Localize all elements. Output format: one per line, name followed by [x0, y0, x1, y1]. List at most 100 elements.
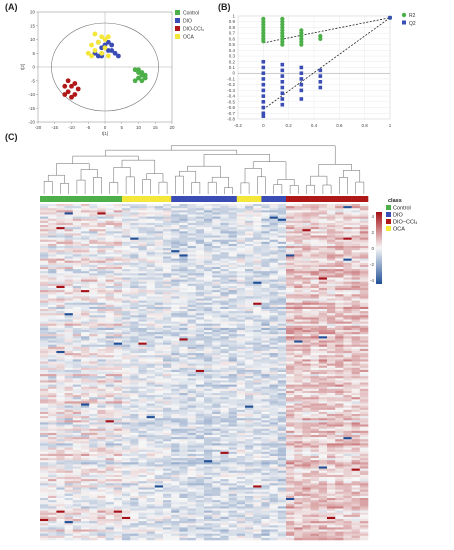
heatmap-cell [154, 321, 164, 324]
heatmap-cell [113, 435, 123, 438]
heatmap-cell [253, 334, 262, 337]
heatmap-cell [122, 380, 131, 383]
heatmap-cell [122, 309, 131, 312]
heatmap-cell [228, 250, 238, 253]
heatmap-cell [335, 378, 344, 381]
heatmap-cell [163, 393, 172, 396]
heatmap-cell [64, 319, 74, 322]
heatmap-cell [130, 382, 139, 385]
heatmap-cell [195, 252, 205, 255]
heatmap-cell [269, 229, 279, 232]
heatmap-cell [138, 321, 147, 324]
heatmap-cell [310, 435, 320, 438]
heatmap-cell [245, 321, 254, 324]
heatmap-cell [81, 208, 90, 211]
heatmap-cell [72, 204, 82, 207]
heatmap-cell [40, 403, 49, 406]
x-tick-label: -20 [35, 125, 42, 130]
heatmap-cell [212, 445, 221, 448]
heatmap-cell [343, 409, 352, 413]
heatmap-cell [97, 275, 106, 278]
heatmap-cell [351, 206, 361, 209]
heatmap-cell [335, 401, 344, 404]
heatmap-cell [163, 235, 172, 238]
class-bar-cell [220, 196, 229, 202]
heatmap-cell [212, 414, 221, 417]
heatmap-cell [351, 208, 361, 211]
heatmap-cell [40, 206, 49, 209]
heatmap-cell [212, 302, 221, 306]
heatmap-cell [72, 330, 82, 333]
heatmap-cell [154, 273, 164, 276]
heatmap-cell [220, 439, 229, 442]
class-bar-cell [122, 196, 131, 202]
heatmap-cell [171, 369, 180, 373]
heatmap-cell [56, 353, 65, 356]
heatmap-cell [163, 317, 172, 320]
heatmap-cell [179, 313, 188, 316]
heatmap-cell [228, 390, 238, 394]
heatmap-cell [220, 361, 229, 364]
heatmap-cell [97, 388, 106, 392]
heatmap-cell [64, 239, 74, 243]
heatmap-cell [171, 204, 180, 207]
heatmap-cell [97, 411, 106, 415]
heatmap-cell [236, 441, 246, 444]
heatmap-cell [277, 269, 287, 272]
heatmap-cell [220, 292, 229, 295]
heatmap-cell [40, 376, 49, 379]
heatmap-cell [171, 399, 180, 402]
heatmap-cell [146, 269, 156, 272]
heatmap-cell [171, 288, 180, 291]
heatmap-cell [343, 424, 352, 427]
heatmap-cell [130, 449, 139, 453]
heatmap-cell [335, 323, 344, 327]
heatmap-cell [236, 384, 246, 387]
heatmap-cell [146, 346, 156, 350]
heatmap-cell [179, 290, 188, 293]
heatmap-cell [310, 264, 320, 268]
heatmap-cell [56, 302, 65, 306]
heatmap-cell [286, 378, 295, 381]
heatmap-cell [113, 325, 123, 329]
heatmap-cell [253, 288, 262, 291]
heatmap-cell [253, 216, 262, 219]
heatmap-cell [122, 210, 131, 213]
heatmap-cell [171, 420, 180, 423]
heatmap-cell [64, 254, 74, 257]
heatmap-cell [97, 306, 106, 310]
heatmap-cell [286, 346, 295, 350]
heatmap-cell [130, 323, 139, 327]
heatmap-cell [204, 243, 213, 247]
heatmap-cell [187, 424, 197, 427]
heatmap-cell [269, 441, 279, 444]
heatmap-cell [72, 372, 82, 375]
heatmap-cell [122, 222, 131, 226]
heatmap-cell [228, 306, 238, 310]
heatmap-cell [359, 208, 369, 211]
heatmap-cell [343, 403, 352, 406]
heatmap-cell [277, 273, 287, 276]
heatmap-cell [212, 405, 221, 408]
heatmap-cell [146, 313, 156, 316]
heatmap-cell [64, 390, 74, 394]
heatmap-cell [261, 237, 270, 240]
heatmap-cell [286, 407, 295, 411]
point-control [132, 67, 138, 73]
heatmap-cell [294, 285, 303, 289]
heatmap-cell [318, 283, 328, 287]
heatmap-cell [228, 418, 238, 421]
heatmap-cell [130, 353, 139, 356]
heatmap-cell [113, 395, 123, 398]
heatmap-cell [245, 204, 254, 207]
heatmap-cell [327, 411, 336, 415]
heatmap-cell [122, 227, 131, 230]
heatmap-cell [318, 384, 328, 387]
heatmap-cell [154, 378, 164, 381]
heatmap-cell [40, 357, 49, 360]
heatmap-cell [187, 256, 197, 259]
point-dio [116, 53, 121, 59]
heatmap-cell [343, 214, 352, 217]
heatmap-cell [343, 204, 352, 207]
heatmap-cell [146, 376, 156, 379]
